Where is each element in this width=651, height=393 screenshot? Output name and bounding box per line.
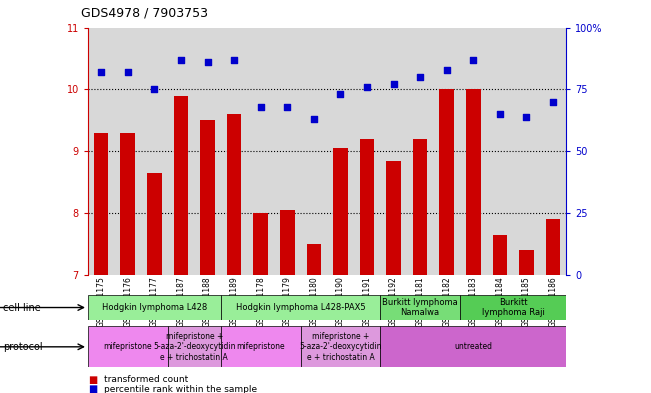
Bar xyxy=(221,295,380,320)
Bar xyxy=(88,295,221,320)
Bar xyxy=(174,95,188,275)
Point xyxy=(495,111,505,117)
Point xyxy=(282,104,292,110)
Text: transformed count: transformed count xyxy=(104,375,188,384)
Text: ■: ■ xyxy=(88,375,97,385)
Bar xyxy=(253,213,268,275)
Bar xyxy=(147,173,161,275)
Text: GDS4978 / 7903753: GDS4978 / 7903753 xyxy=(81,7,208,20)
Point xyxy=(255,104,266,110)
Bar xyxy=(360,139,374,275)
Bar xyxy=(120,133,135,275)
Point xyxy=(389,81,399,88)
Point xyxy=(309,116,319,122)
Point xyxy=(362,84,372,90)
Text: Hodgkin lymphoma L428-PAX5: Hodgkin lymphoma L428-PAX5 xyxy=(236,303,365,312)
Bar xyxy=(280,210,294,275)
Point xyxy=(415,74,425,80)
Text: Burkitt lymphoma
Namalwa: Burkitt lymphoma Namalwa xyxy=(382,298,458,317)
Bar xyxy=(380,295,460,320)
Text: mifepristone: mifepristone xyxy=(236,342,285,351)
Bar xyxy=(460,295,566,320)
Point xyxy=(122,69,133,75)
Text: Burkitt
lymphoma Raji: Burkitt lymphoma Raji xyxy=(482,298,545,317)
Text: protocol: protocol xyxy=(3,342,43,352)
Text: untreated: untreated xyxy=(454,342,492,351)
Bar xyxy=(227,114,242,275)
Bar xyxy=(94,133,109,275)
Text: ■: ■ xyxy=(88,384,97,393)
Point xyxy=(468,57,478,63)
Text: cell line: cell line xyxy=(3,303,41,312)
Text: Hodgkin lymphoma L428: Hodgkin lymphoma L428 xyxy=(102,303,207,312)
Point xyxy=(149,86,159,92)
Bar xyxy=(519,250,534,275)
Point xyxy=(335,91,346,97)
Text: mifepristone +
5-aza-2'-deoxycytidin
e + trichostatin A: mifepristone + 5-aza-2'-deoxycytidin e +… xyxy=(153,332,236,362)
Point xyxy=(441,66,452,73)
Bar xyxy=(333,148,348,275)
Text: mifepristone: mifepristone xyxy=(104,342,152,351)
Point xyxy=(548,99,559,105)
Bar xyxy=(307,244,321,275)
Bar xyxy=(386,161,401,275)
Bar xyxy=(546,219,561,275)
Point xyxy=(96,69,106,75)
Bar xyxy=(88,326,168,367)
Point xyxy=(176,57,186,63)
Bar xyxy=(493,235,507,275)
Bar xyxy=(466,89,480,275)
Bar xyxy=(301,326,380,367)
Text: percentile rank within the sample: percentile rank within the sample xyxy=(104,385,257,393)
Bar xyxy=(168,326,221,367)
Text: mifepristone +
5-aza-2'-deoxycytidin
e + trichostatin A: mifepristone + 5-aza-2'-deoxycytidin e +… xyxy=(299,332,381,362)
Point xyxy=(202,59,213,65)
Bar xyxy=(380,326,566,367)
Bar xyxy=(201,120,215,275)
Point xyxy=(229,57,240,63)
Bar xyxy=(439,89,454,275)
Bar xyxy=(413,139,428,275)
Bar xyxy=(221,326,301,367)
Point xyxy=(521,114,532,120)
